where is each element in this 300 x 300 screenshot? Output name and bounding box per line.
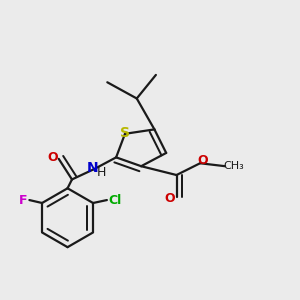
- Text: N: N: [87, 161, 98, 175]
- Text: F: F: [19, 194, 27, 207]
- Text: O: O: [47, 151, 58, 164]
- Text: S: S: [120, 126, 130, 140]
- Text: Cl: Cl: [108, 194, 121, 207]
- Text: O: O: [165, 192, 175, 205]
- Text: O: O: [197, 154, 208, 167]
- Text: CH₃: CH₃: [223, 161, 244, 171]
- Text: H: H: [97, 166, 106, 178]
